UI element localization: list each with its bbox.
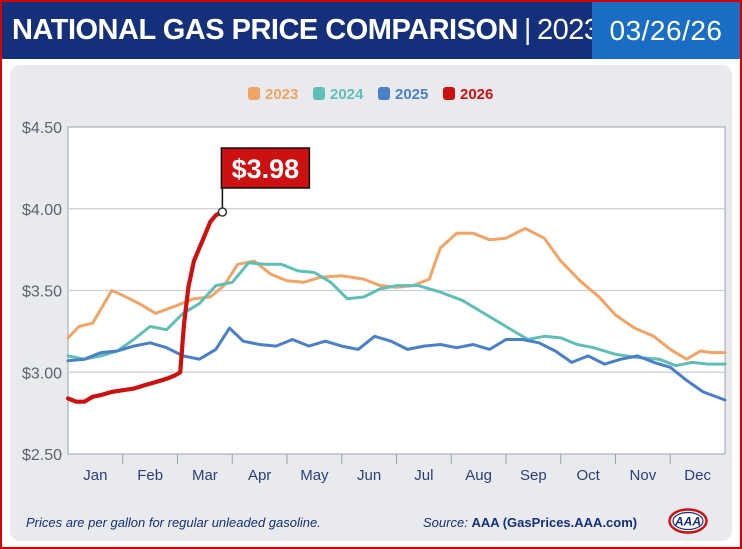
x-tick-label: Feb bbox=[137, 467, 163, 484]
legend-label: 2024 bbox=[330, 86, 364, 103]
footnote: Prices are per gallon for regular unlead… bbox=[26, 515, 321, 530]
callout-box bbox=[220, 147, 311, 189]
x-tick-label: Aug bbox=[465, 467, 492, 484]
x-tick-label: Jan bbox=[83, 467, 107, 484]
y-tick-label: $4.00 bbox=[22, 202, 62, 219]
legend-label: 2025 bbox=[395, 86, 428, 103]
legend-swatch bbox=[443, 87, 455, 100]
x-tick-label: Apr bbox=[248, 467, 271, 484]
x-tick-label: Mar bbox=[192, 467, 218, 484]
y-tick-label: $4.50 bbox=[22, 120, 62, 137]
callout-label: $3.98 bbox=[232, 154, 300, 184]
source-prefix: Source: bbox=[423, 515, 468, 530]
y-tick-label: $2.50 bbox=[22, 447, 62, 464]
legend-swatch bbox=[313, 87, 325, 100]
x-tick-label: Sep bbox=[520, 467, 547, 484]
date-badge: 03/26/26 bbox=[592, 2, 740, 59]
x-tick-label: Dec bbox=[684, 467, 711, 484]
legend-label: 2026 bbox=[460, 86, 493, 103]
y-tick-label: $3.00 bbox=[22, 365, 62, 382]
series-line-2026 bbox=[65, 209, 225, 404]
series-line-2023 bbox=[66, 226, 727, 361]
legend-swatch bbox=[248, 87, 260, 100]
header-bar: NATIONAL GAS PRICE COMPARISON|2023-2026 … bbox=[2, 2, 740, 59]
x-tick-label: Nov bbox=[630, 467, 657, 484]
x-tick-label: May bbox=[300, 467, 329, 484]
y-tick-label: $3.50 bbox=[22, 284, 62, 301]
source-name: AAA (GasPrices.AAA.com) bbox=[471, 515, 638, 530]
title-separator: | bbox=[523, 14, 532, 46]
x-tick-label: Jun bbox=[357, 467, 381, 484]
aaa-logo: AAA bbox=[668, 508, 708, 534]
series-line-2025 bbox=[66, 326, 727, 402]
series-line-2024 bbox=[66, 261, 727, 368]
callout-point bbox=[217, 207, 228, 217]
title-text: NATIONAL GAS PRICE COMPARISON bbox=[12, 14, 518, 46]
source-credit: Source: AAA (GasPrices.AAA.com) bbox=[423, 515, 637, 530]
x-tick-label: Oct bbox=[576, 467, 600, 484]
x-tick-label: Jul bbox=[414, 467, 433, 484]
legend-label: 2023 bbox=[265, 86, 298, 103]
logo-text: AAA bbox=[674, 515, 701, 529]
legend-swatch bbox=[378, 87, 390, 100]
